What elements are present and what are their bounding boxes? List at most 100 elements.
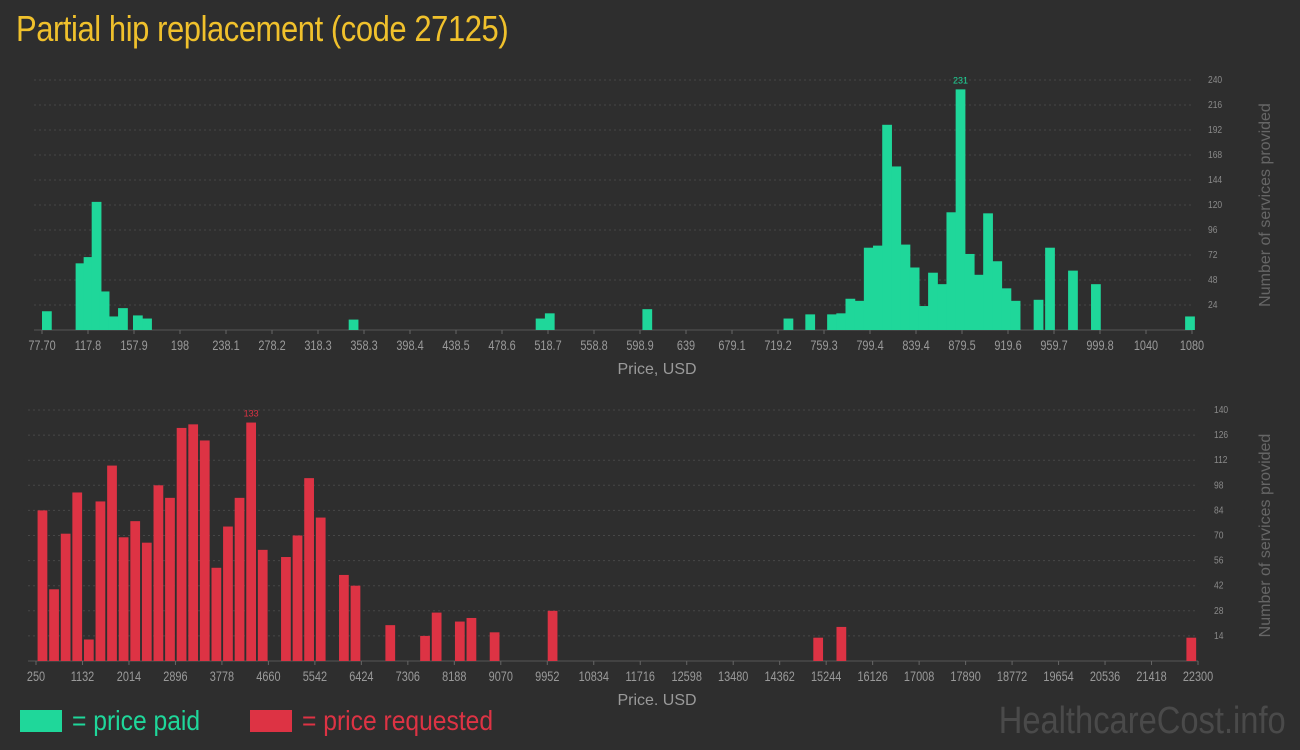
x-tick-label: 19654 (1043, 669, 1073, 685)
bar (118, 308, 128, 330)
y-tick-label: 84 (1214, 505, 1223, 516)
x-tick-label: 478.6 (488, 338, 515, 354)
x-tick-label: 2896 (163, 669, 187, 685)
x-tick-label: 15244 (811, 669, 841, 685)
bar (176, 427, 187, 661)
x-tick-label: 3778 (210, 669, 234, 685)
y-axis-label: Number of services provided (1257, 434, 1274, 638)
x-tick-label: 9070 (489, 669, 513, 685)
y-tick-label: 42 (1214, 580, 1223, 591)
x-tick-label: 16126 (857, 669, 887, 685)
bar (257, 549, 268, 661)
y-tick-label: 112 (1214, 455, 1228, 466)
price-requested-chart: 14 28 42 56 70 84 98 112 126 140 133 250 1132 2014 289… (27, 404, 1274, 705)
bar (891, 166, 902, 330)
y-tick-label: 98 (1214, 480, 1223, 491)
y-tick-label: 72 (1208, 249, 1217, 260)
x-tick-label: 14362 (765, 669, 795, 685)
bar (95, 501, 106, 661)
y-tick-label: 56 (1214, 555, 1223, 566)
bar (783, 318, 794, 330)
legend-requested-label: = price requested (302, 705, 494, 736)
bar (918, 306, 929, 330)
bar (983, 213, 993, 330)
bar (909, 267, 920, 330)
bar (431, 612, 442, 661)
x-tick-label: 157.9 (120, 338, 147, 354)
bar (454, 621, 465, 661)
bar (37, 510, 48, 661)
bar (60, 533, 71, 661)
bar (937, 284, 948, 330)
legend-paid: = price paid (20, 704, 218, 738)
bar (845, 298, 856, 330)
price-paid-chart: 24 48 72 96 120 144 168 192 216 240 231 77.70 117.8 1… (28, 74, 1274, 378)
bar (107, 465, 117, 661)
x-tick-label: 6424 (349, 669, 373, 685)
x-axis-label: Price, USD (617, 361, 696, 378)
y-tick-label: 24 (1208, 299, 1217, 310)
bar (827, 314, 837, 330)
bar (882, 124, 892, 330)
max-value-label: 231 (953, 75, 968, 85)
x-tick-label: 598.9 (626, 338, 653, 354)
bar (964, 253, 975, 330)
bar (199, 440, 210, 661)
bar (315, 517, 326, 661)
x-tick-label: 9952 (535, 669, 559, 685)
bar (544, 313, 555, 330)
bar (132, 315, 143, 330)
y-tick-label: 14 (1214, 630, 1223, 641)
y-tick-label: 120 (1208, 199, 1222, 210)
bar (955, 89, 966, 330)
y-tick-label: 140 (1214, 404, 1228, 415)
x-tick-label: 117.8 (75, 338, 102, 354)
x-tick-label: 639 (677, 338, 695, 354)
bar (292, 535, 303, 661)
bar (348, 319, 359, 330)
x-tick-label: 719.2 (764, 338, 791, 354)
x-tick-label: 318.3 (304, 338, 331, 354)
bar (246, 422, 257, 661)
legend-requested: = price requested (250, 704, 519, 738)
bar (836, 313, 847, 330)
x-tick-label: 839.4 (902, 338, 929, 354)
bar (1033, 299, 1044, 330)
bar (489, 632, 500, 661)
y-axis-label: Number of services provided (1257, 103, 1274, 307)
x-tick-label: 198 (171, 338, 189, 354)
x-tick-label: 999.8 (1086, 338, 1113, 354)
bar (836, 626, 847, 661)
bar (350, 585, 361, 661)
bar (1068, 270, 1078, 330)
y-tick-label: 240 (1208, 74, 1222, 85)
bar (385, 625, 396, 661)
x-tick-label: 1040 (1134, 338, 1158, 354)
y-tick-label: 96 (1208, 224, 1217, 235)
bar (535, 318, 546, 330)
x-tick-label: 919.6 (994, 338, 1021, 354)
x-tick-label: 558.8 (580, 338, 607, 354)
x-axis-label: Price, USD (617, 692, 696, 705)
bar (813, 637, 824, 661)
x-tick-label: 250 (27, 669, 45, 685)
x-tick-label: 959.7 (1040, 338, 1067, 354)
bar (49, 589, 59, 661)
x-tick-label: 12598 (672, 669, 702, 685)
x-tick-label: 1080 (1180, 338, 1204, 354)
page-title: Partial hip replacement (code 27125) (16, 8, 509, 49)
bar (91, 201, 102, 330)
x-tick-label: 4660 (256, 669, 280, 685)
bar (1001, 288, 1012, 330)
bar (1186, 637, 1197, 661)
bar (1010, 300, 1021, 330)
bar (211, 567, 222, 661)
x-tick-label: 879.5 (948, 338, 975, 354)
x-tick-label: 20536 (1090, 669, 1120, 685)
x-tick-label: 679.1 (718, 338, 745, 354)
x-tick-label: 799.4 (856, 338, 883, 354)
bar (42, 311, 52, 330)
bar (466, 617, 477, 661)
bar (108, 316, 119, 330)
x-tick-label: 1132 (71, 669, 94, 685)
